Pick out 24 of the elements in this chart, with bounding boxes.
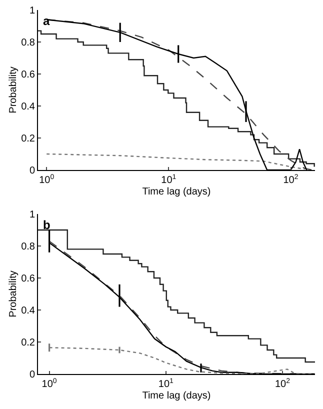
y-tick-label: 0.2	[21, 134, 36, 144]
y-tick-label: 1	[29, 210, 36, 220]
chart-title: a	[43, 14, 50, 28]
y-tick-label: 0.8	[21, 38, 36, 48]
x-axis-title: Time lag (days)	[142, 390, 211, 402]
y-tick-label: 1	[29, 6, 36, 16]
y-axis-title: Probability	[8, 270, 20, 318]
x-tick-label: 10$^{0}$	[39, 174, 54, 186]
y-tick-label: 0.4	[21, 102, 36, 112]
y-tick-label: 0.6	[21, 274, 36, 284]
x-axis-title: Time lag (days)	[142, 186, 211, 198]
x-tick-label: 10$^{1}$	[158, 378, 174, 390]
y-tick-label: 0	[29, 370, 36, 380]
x-tick-label: 10$^{2}$	[274, 378, 290, 390]
y-tick-label: 0.2	[21, 338, 36, 348]
y-axis-title: Probability	[8, 66, 20, 114]
x-tick-label: 10$^{1}$	[161, 174, 176, 186]
chart-title: b	[43, 218, 50, 232]
y-tick-label: 0	[29, 166, 36, 176]
y-tick-label: 0.4	[21, 306, 36, 316]
x-tick-label: 10$^{0}$	[42, 378, 57, 390]
y-tick-label: 0.6	[21, 70, 36, 80]
x-tick-label: 10$^{2}$	[283, 174, 298, 186]
y-tick-label: 0.8	[21, 242, 36, 252]
